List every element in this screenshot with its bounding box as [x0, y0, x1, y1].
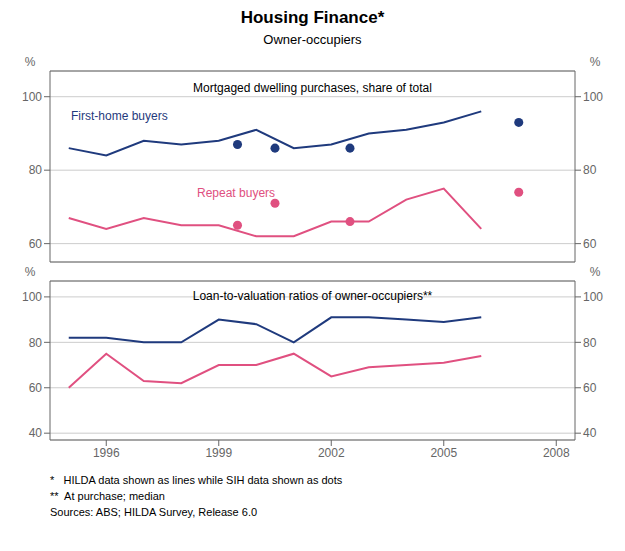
html-text:Housing Finance*: Housing Finance*: [240, 8, 385, 27]
svg-text:40: 40: [583, 426, 597, 440]
svg-text:80: 80: [29, 163, 43, 177]
svg-text:60: 60: [29, 237, 43, 251]
svg-text:2005: 2005: [430, 446, 457, 460]
html-text:Mortgaged dwelling purchases,: Mortgaged dwelling purchases, share of t…: [193, 80, 432, 95]
html-text:Owner-occupiers: Owner-occupiers: [263, 32, 362, 47]
svg-text:2008: 2008: [543, 446, 570, 460]
svg-text:1999: 1999: [205, 446, 232, 460]
svg-text:80: 80: [29, 336, 43, 350]
svg-text:100: 100: [583, 90, 603, 104]
html-text:Repeat buyers: Repeat buyers: [197, 185, 275, 200]
svg-text:80: 80: [583, 336, 597, 350]
html-text:Sources: ABS; HILDA Survey, Re: Sources: ABS; HILDA Survey, Release 6.0: [50, 506, 258, 518]
html-text:* HILDA data shown as lines wh: * HILDA data shown as lines while SIH da…: [50, 474, 343, 486]
svg-text:80: 80: [583, 163, 597, 177]
html-text:** At purchase; median: ** At purchase; median: [50, 490, 165, 502]
svg-text:100: 100: [583, 290, 603, 304]
svg-text:60: 60: [583, 381, 597, 395]
svg-text:1996: 1996: [93, 446, 120, 460]
svg-text:100: 100: [22, 290, 42, 304]
svg-text:100: 100: [22, 90, 42, 104]
html-text:First-home buyers: First-home buyers: [71, 109, 168, 124]
svg-text:40: 40: [29, 426, 43, 440]
svg-text:60: 60: [583, 237, 597, 251]
svg-text:2002: 2002: [318, 446, 345, 460]
svg-text:60: 60: [29, 381, 43, 395]
html-text:Loan-to-valuation ratios of ow: Loan-to-valuation ratios of owner-occupi…: [192, 288, 433, 303]
